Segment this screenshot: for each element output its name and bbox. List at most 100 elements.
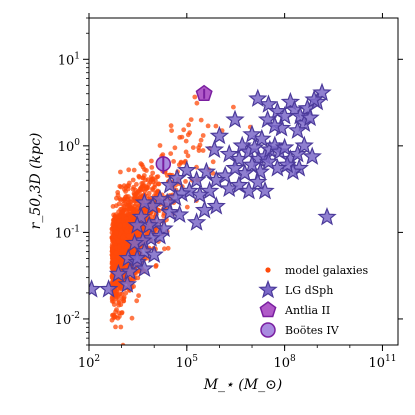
lg-dsph-star [186,170,207,189]
lg-dsph-star [154,218,174,238]
model-galaxy-point [120,342,126,345]
x-tick-label: 105 [176,354,199,371]
model-galaxy-point [140,187,146,192]
model-galaxy-point [231,104,236,110]
lg-dsph-star [134,258,155,277]
model-galaxy-point [160,152,166,158]
model-galaxy-point [200,133,206,138]
model-galaxy-point [185,132,191,138]
model-galaxy-point [112,264,117,270]
model-galaxy-point [123,290,129,296]
model-galaxy-point [126,167,132,173]
lg-dsph-star [209,125,230,145]
lg-dsph-star [304,89,324,109]
model-galaxy-point [146,190,152,196]
lg-dsph-star [169,204,190,223]
model-galaxy-point [155,174,161,180]
model-galaxy-point [183,149,189,155]
lg-dsph-star [124,232,145,252]
x-tick-label: 108 [273,354,296,371]
lg-dsph-star [290,105,310,125]
lg-dsph-star [242,154,262,174]
lg-dsph-star [258,151,279,171]
model-galaxy-point [116,298,122,304]
lg-dsph-star [265,115,285,135]
model-galaxy-point [181,127,187,133]
model-galaxy-point [121,198,127,204]
legend-label: model galaxies [285,264,369,277]
model-galaxy-point [198,137,204,143]
model-galaxy-point [120,235,126,240]
model-galaxy-point [136,293,142,298]
plot-frame [88,17,399,346]
lg-dsph-star [294,135,314,155]
lg-dsph-star [229,175,249,194]
model-galaxy-point [162,246,167,252]
model-galaxy-point [116,310,122,316]
model-galaxy-point [172,145,178,151]
lg-dsph-star [215,165,235,185]
model-galaxy-point [200,148,206,153]
model-galaxy-point [126,233,131,239]
x-tick-label: 1011 [368,354,396,371]
model-galaxy-point [149,158,154,164]
model-galaxy-point [130,177,136,183]
lg-dsph-star [98,279,119,298]
model-galaxy-point [183,138,189,144]
model-galaxy-point [178,160,184,166]
model-galaxy-point [169,128,175,134]
model-galaxy-point [188,117,194,122]
model-galaxy-point [125,194,131,199]
model-galaxy-point [150,187,156,193]
lg-dsph-star [131,207,151,226]
y-tick-label: 10-1 [55,224,80,241]
lg-dsph-star [120,261,140,281]
model-galaxy-point [131,284,137,289]
lg-dsph-star [190,184,210,204]
model-galaxy-point [165,245,171,251]
lg-dsph-star [287,120,308,139]
model-galaxy-point [168,123,174,129]
lg-dsph-star [242,124,262,143]
model-galaxy-point [149,165,155,170]
model-galaxy-point [197,142,203,148]
model-galaxy-point [129,315,135,321]
model-galaxy-point [122,222,127,228]
model-galaxy-point [198,117,204,123]
model-galaxy-point [115,190,121,195]
lg-dsph-star [248,88,268,107]
model-galaxy-point [126,206,132,212]
model-galaxy-point [138,194,143,200]
model-galaxy-point [117,314,122,319]
lg-dsph-star [258,94,279,113]
model-galaxy-point [123,189,128,194]
lg-dsph-star [225,158,245,177]
y-tick-label: 100 [58,138,81,155]
lg-dsph-star [186,212,207,231]
model-galaxy-point [154,189,160,195]
model-galaxy-point [125,202,131,208]
lg-dsph-star [302,146,322,165]
model-galaxy-point [155,181,161,187]
model-galaxy-point [131,167,137,173]
model-galaxy-point [140,175,146,181]
model-galaxy-point [118,169,123,175]
model-galaxy-point [168,151,174,157]
lg-dsph-star [108,263,129,283]
model-galaxy-point [185,153,191,159]
lg-dsph-star [177,160,197,179]
lg-dsph-star [312,82,332,102]
model-galaxy-point [183,179,188,184]
model-galaxy-point [194,164,199,170]
model-galaxy-point [139,181,145,186]
lg-dsph-star [127,248,147,267]
model-galaxy-point [113,324,118,330]
model-galaxy-point [111,219,117,225]
lg-dsph-star [274,137,295,156]
model-galaxy-point [128,199,134,205]
model-galaxy-point [118,324,124,330]
model-galaxy-point [148,179,153,185]
lg-dsph-star [274,105,295,125]
lg-dsph-star [160,175,180,194]
